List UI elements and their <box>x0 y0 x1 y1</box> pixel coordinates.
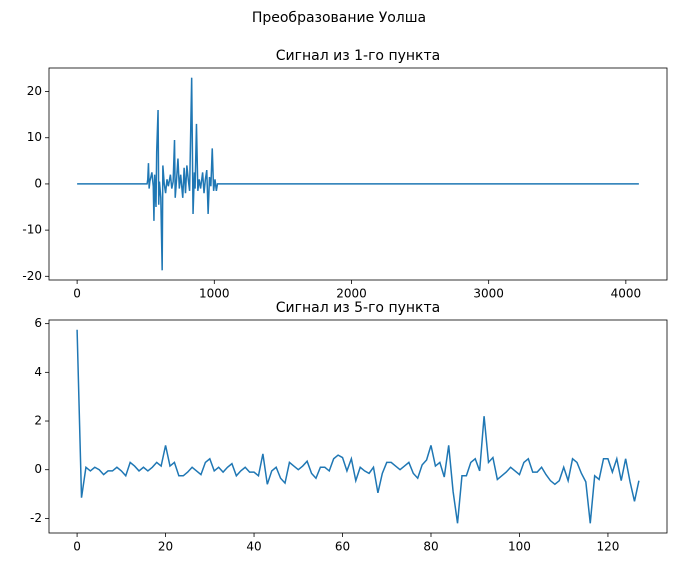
x-tick-label: 2000 <box>336 287 367 301</box>
x-tick-label: 80 <box>423 540 438 554</box>
y-tick-label: 6 <box>34 316 42 330</box>
y-tick-label: 10 <box>27 130 42 144</box>
x-tick-label: 120 <box>596 540 619 554</box>
y-tick-label: 2 <box>34 414 42 428</box>
data-line <box>77 77 639 271</box>
y-tick-label: 4 <box>34 365 42 379</box>
plot-frame <box>48 67 668 281</box>
y-tick-label: 0 <box>34 462 42 476</box>
data-line <box>76 329 640 524</box>
chart-title: Сигнал из 1-го пункта <box>276 48 440 64</box>
x-tick-label: 60 <box>335 540 350 554</box>
chart-title: Сигнал из 5-го пункта <box>276 300 440 316</box>
x-tick-label: 3000 <box>473 287 504 301</box>
x-tick-label: 0 <box>73 287 81 301</box>
y-tick-label: 20 <box>27 84 42 98</box>
y-tick-label: 0 <box>34 176 42 190</box>
x-tick-label: 40 <box>246 540 261 554</box>
x-tick-label: 1000 <box>199 287 230 301</box>
x-tick-label: 4000 <box>611 287 642 301</box>
y-tick-label: -20 <box>22 269 42 283</box>
y-tick-label: -10 <box>22 223 42 237</box>
x-tick-label: 20 <box>158 540 173 554</box>
figure-title: Преобразование Уолша <box>252 10 426 26</box>
plot-frame <box>48 319 668 534</box>
x-tick-label: 100 <box>508 540 531 554</box>
x-tick-label: 0 <box>73 540 81 554</box>
y-tick-label: -2 <box>30 511 42 525</box>
